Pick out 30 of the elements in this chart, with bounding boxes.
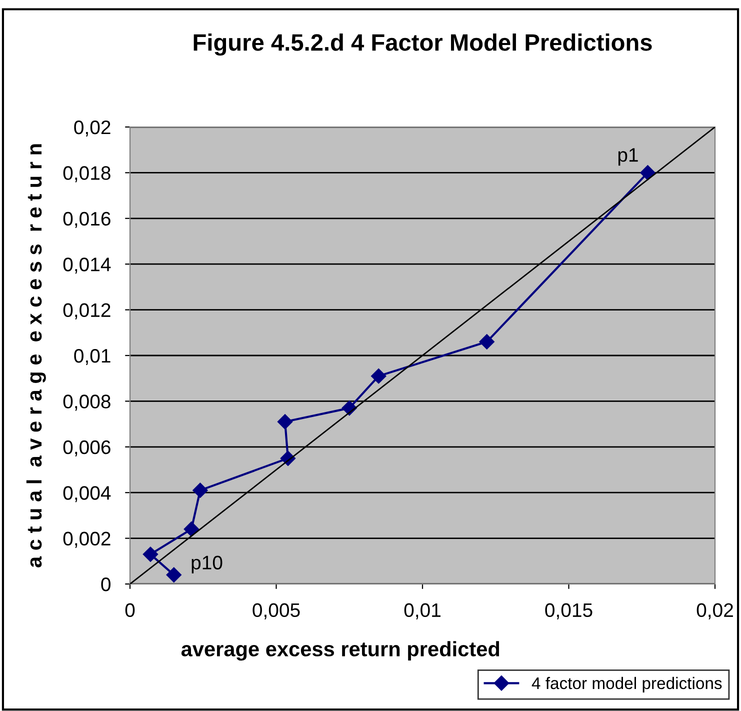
y-axis-title: a c t u a l a v e r a g e e x c e s s r e t u r n — [26, 144, 46, 568]
x-tick-label: 0,005 — [252, 603, 300, 620]
y-tick-label: 0,016 — [63, 212, 110, 228]
point — [142, 546, 158, 562]
annotation: p1 — [618, 148, 638, 166]
y-tick-label: 0,004 — [63, 486, 111, 502]
point — [192, 482, 208, 498]
x-tick-label: 0,01 — [404, 603, 440, 620]
point — [277, 414, 293, 430]
chart-title: Figure 4.5.2.d 4 Factor Model Predictions — [194, 34, 652, 56]
point — [371, 368, 386, 384]
y-tick-label: 0,01 — [74, 348, 110, 366]
y-tick-label: 0,008 — [63, 394, 110, 411]
y-tick-label: 0 — [101, 577, 110, 592]
y-tick-label: 0,018 — [63, 166, 110, 182]
x-axis-title: average excess return predicted — [181, 641, 500, 661]
y-tick-label: 0,012 — [63, 303, 110, 320]
x-tick-label: 0 — [125, 603, 135, 618]
point — [479, 334, 494, 350]
annotation: p10 — [192, 556, 222, 574]
point — [166, 567, 182, 582]
y-tick-label: 0,014 — [63, 258, 111, 274]
x-tick-label: 0,015 — [545, 603, 592, 620]
y-tick-label: 0,02 — [74, 120, 110, 137]
point — [184, 522, 199, 537]
legend-label: 4 factor model predictions — [532, 676, 722, 692]
y-tick-label: 0,006 — [63, 440, 110, 456]
point — [640, 165, 656, 180]
y-tick-label: 0,002 — [63, 532, 110, 548]
x-tick-label: 0,02 — [696, 603, 733, 620]
